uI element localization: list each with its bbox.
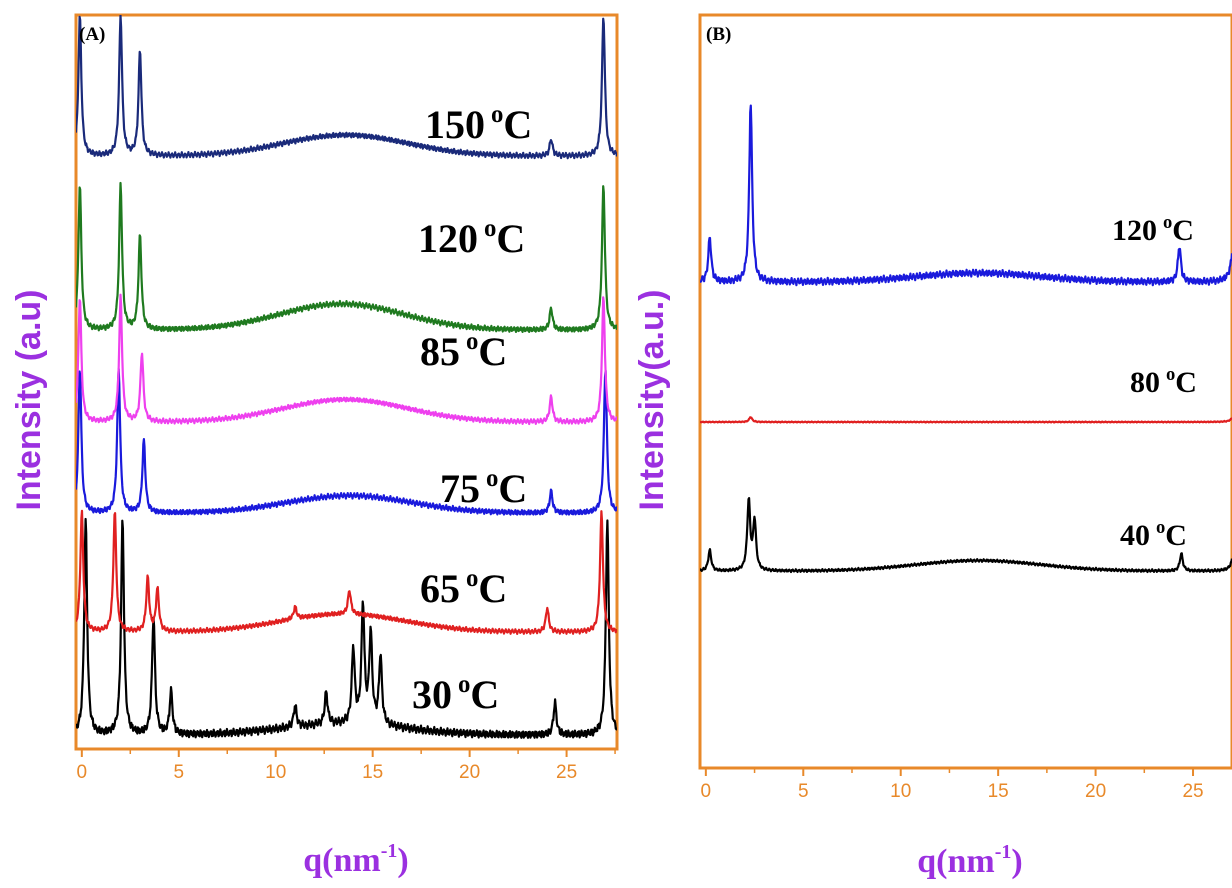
series-group <box>76 15 617 739</box>
x-axis-label: q(nm-1) <box>917 841 1022 880</box>
y-axis-label: Intensity (a.u) <box>10 289 48 510</box>
plot-frame <box>698 13 1232 770</box>
series-label-75C: 75 oC <box>440 465 527 511</box>
x-tick-label: 10 <box>890 781 911 802</box>
series-line-65C <box>76 509 617 635</box>
x-tick-label: 10 <box>265 762 286 783</box>
series-label-85C: 85 oC <box>420 328 507 374</box>
x-tick-label: 0 <box>77 762 88 783</box>
series-line-40C <box>700 497 1232 574</box>
plot-frame <box>74 13 619 751</box>
series-line-120C <box>76 181 617 333</box>
series-label-80C: 80 oC <box>1130 364 1197 399</box>
panel-a: 0 5 10 15 20 25 30 oC 65 oC 75 oC 85 oC 120 oC 150 oC (A) I… <box>10 13 619 879</box>
x-tick-label: 5 <box>798 781 809 802</box>
series-line-150C <box>76 15 617 160</box>
series-label-65C: 65 oC <box>420 565 507 611</box>
x-tick-label: 25 <box>1182 781 1203 802</box>
series-line-75C <box>76 367 617 516</box>
panel-label: (B) <box>706 24 731 45</box>
series-group <box>700 104 1232 574</box>
x-tick-label: 15 <box>988 781 1009 802</box>
series-line-120C <box>700 104 1232 287</box>
x-axis-label: q(nm-1) <box>303 840 408 879</box>
y-axis-label: Intensity(a.u.) <box>633 289 671 510</box>
panel-b: 0 5 10 15 20 25 40 oC 80 oC 120 oC (B) Intensity(a.u.… <box>633 13 1232 880</box>
series-line-85C <box>76 293 617 426</box>
series-line-30C <box>76 517 617 739</box>
panel-label: (A) <box>79 24 105 45</box>
series-line-80C <box>700 416 1232 424</box>
x-tick-label: 20 <box>1085 781 1106 802</box>
x-tick-label: 5 <box>173 762 184 783</box>
series-label-150C: 150 oC <box>425 101 532 147</box>
series-label-120C: 120 oC <box>1112 212 1194 247</box>
series-label-40C: 40 oC <box>1120 517 1187 552</box>
x-tick-label: 0 <box>701 781 712 802</box>
x-tick-label: 25 <box>556 762 577 783</box>
series-label-30C: 30 oC <box>412 671 499 717</box>
series-label-120C: 120 oC <box>418 215 525 261</box>
x-tick-label: 15 <box>362 762 383 783</box>
x-tick-label: 20 <box>459 762 480 783</box>
